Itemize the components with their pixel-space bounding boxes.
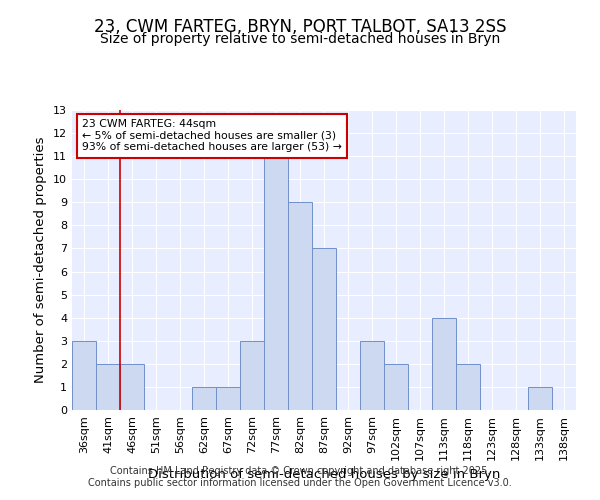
Bar — [240, 341, 264, 410]
Bar — [528, 387, 552, 410]
Bar — [432, 318, 456, 410]
Bar — [288, 202, 312, 410]
Bar — [192, 387, 216, 410]
Text: 23 CWM FARTEG: 44sqm
← 5% of semi-detached houses are smaller (3)
93% of semi-de: 23 CWM FARTEG: 44sqm ← 5% of semi-detach… — [82, 119, 342, 152]
Bar — [120, 364, 144, 410]
X-axis label: Distribution of semi-detached houses by size in Bryn: Distribution of semi-detached houses by … — [148, 468, 500, 481]
Bar — [264, 156, 288, 410]
Text: Size of property relative to semi-detached houses in Bryn: Size of property relative to semi-detach… — [100, 32, 500, 46]
Bar — [384, 364, 408, 410]
Bar — [456, 364, 480, 410]
Bar — [360, 341, 384, 410]
Bar — [216, 387, 240, 410]
Text: 23, CWM FARTEG, BRYN, PORT TALBOT, SA13 2SS: 23, CWM FARTEG, BRYN, PORT TALBOT, SA13 … — [94, 18, 506, 36]
Bar — [96, 364, 120, 410]
Bar — [312, 248, 336, 410]
Y-axis label: Number of semi-detached properties: Number of semi-detached properties — [34, 136, 47, 383]
Text: Contains HM Land Registry data © Crown copyright and database right 2025.
Contai: Contains HM Land Registry data © Crown c… — [88, 466, 512, 487]
Bar — [72, 341, 96, 410]
